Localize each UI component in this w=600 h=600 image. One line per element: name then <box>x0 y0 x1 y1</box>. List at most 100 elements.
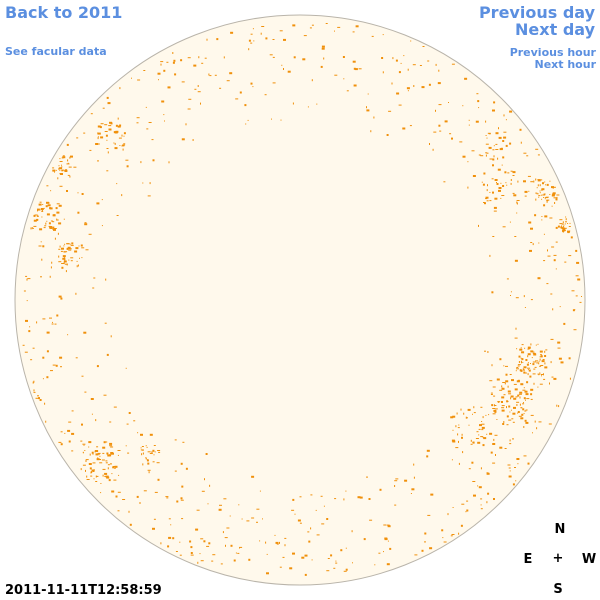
facula-speck <box>494 405 497 406</box>
facula-speck <box>107 102 111 105</box>
facula-speck <box>65 270 67 273</box>
facula-speck <box>482 444 485 447</box>
facula-speck <box>77 211 80 214</box>
next-day-link[interactable]: Next day <box>515 20 595 39</box>
facula-speck <box>106 170 109 172</box>
facula-speck <box>508 419 512 421</box>
facula-speck <box>142 182 144 184</box>
facula-speck <box>541 374 543 375</box>
facula-speck <box>551 194 555 197</box>
facula-speck <box>172 61 175 64</box>
facula-speck <box>82 452 84 454</box>
facula-speck <box>95 453 99 456</box>
facula-speck <box>543 233 545 235</box>
facula-speck <box>27 278 31 280</box>
facula-speck <box>292 24 296 27</box>
previous-day-link[interactable]: Previous day <box>478 3 595 22</box>
facula-speck <box>435 109 436 112</box>
facula-speck <box>548 423 552 425</box>
facula-speck <box>250 82 253 85</box>
facula-speck <box>230 31 234 34</box>
facula-speck <box>537 373 541 375</box>
see-facular-data-link[interactable]: See facular data <box>5 45 107 58</box>
facula-speck <box>166 497 169 499</box>
facula-speck <box>113 467 116 469</box>
facula-speck <box>527 373 529 376</box>
facula-speck <box>110 454 112 457</box>
previous-hour-link[interactable]: Previous hour <box>509 46 596 59</box>
facula-speck <box>334 30 335 32</box>
facula-speck <box>438 104 442 106</box>
facula-speck <box>123 135 125 137</box>
facula-speck <box>97 136 99 138</box>
facula-speck <box>219 504 222 506</box>
facula-speck <box>554 202 556 204</box>
facula-speck <box>272 39 275 40</box>
facula-speck <box>168 518 171 520</box>
facula-speck <box>110 452 114 454</box>
facula-speck <box>466 417 468 419</box>
facula-speck <box>452 415 456 418</box>
next-hour-link[interactable]: Next hour <box>534 58 597 71</box>
facula-speck <box>542 194 546 196</box>
facula-speck <box>264 94 267 96</box>
facula-speck <box>379 488 382 491</box>
facula-speck <box>510 295 511 296</box>
facula-speck <box>70 257 74 259</box>
facula-speck <box>528 348 531 349</box>
facula-speck <box>299 496 302 498</box>
facula-speck <box>523 402 524 404</box>
facula-speck <box>48 222 51 225</box>
facula-speck <box>81 247 85 249</box>
facula-speck <box>508 393 512 395</box>
facula-speck <box>97 160 99 162</box>
back-to-year-link[interactable]: Back to 2011 <box>5 3 123 22</box>
facula-speck <box>75 292 77 295</box>
facula-speck <box>428 83 431 86</box>
facula-speck <box>489 254 491 257</box>
facula-speck <box>495 143 498 145</box>
facula-speck <box>86 475 88 478</box>
facula-speck <box>352 60 356 63</box>
facula-speck <box>343 498 345 501</box>
facula-speck <box>203 540 206 543</box>
facula-speck <box>41 209 43 212</box>
facula-speck <box>466 500 469 502</box>
facula-speck <box>486 472 490 475</box>
facula-speck <box>473 406 475 409</box>
facula-speck <box>100 483 102 484</box>
facula-speck <box>374 564 376 566</box>
facula-speck <box>504 171 507 174</box>
facula-speck <box>156 462 160 464</box>
facula-speck <box>45 420 47 423</box>
facula-speck <box>55 207 58 210</box>
facula-speck <box>535 344 537 346</box>
facula-speck <box>517 365 520 367</box>
facula-speck <box>58 248 61 250</box>
facula-speck <box>200 538 204 540</box>
facula-speck <box>327 558 330 559</box>
facula-speck <box>543 260 546 262</box>
facula-speck <box>407 68 409 71</box>
facula-speck <box>333 567 336 569</box>
facula-speck <box>25 275 28 277</box>
facula-speck <box>84 222 87 224</box>
facula-speck <box>523 413 525 415</box>
facula-speck <box>66 190 68 192</box>
facula-speck <box>49 317 52 319</box>
facula-speck <box>110 446 114 448</box>
facula-speck <box>526 155 529 157</box>
facula-speck <box>551 246 555 248</box>
facula-speck <box>478 434 480 436</box>
facula-speck <box>527 175 531 177</box>
facula-speck <box>472 481 476 482</box>
facula-speck <box>58 167 60 170</box>
facula-speck <box>539 190 541 192</box>
facula-speck <box>68 421 72 423</box>
facula-speck <box>549 217 553 219</box>
facula-speck <box>239 91 242 94</box>
facula-speck <box>498 136 502 139</box>
facula-speck <box>411 488 415 491</box>
facula-speck <box>532 432 533 434</box>
facula-speck <box>492 164 494 167</box>
